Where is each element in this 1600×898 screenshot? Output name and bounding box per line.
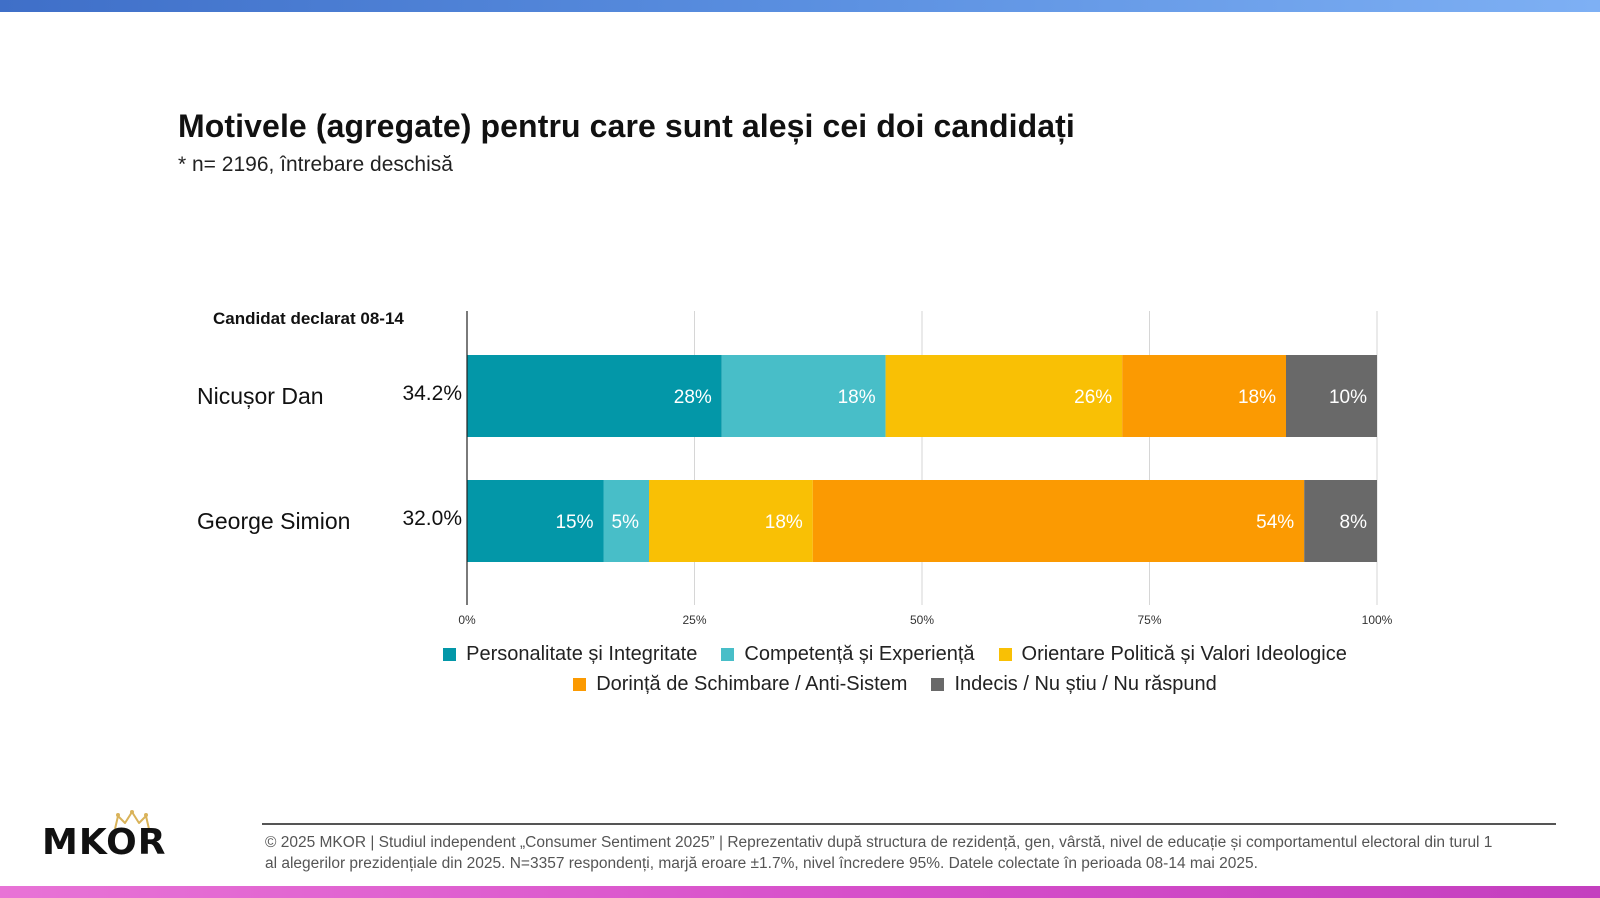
- legend-item: Indecis / Nu știu / Nu răspund: [931, 671, 1217, 697]
- x-tick-label: 75%: [1137, 613, 1161, 627]
- bar-segment: [1304, 480, 1377, 562]
- bottom-gradient-bar: [0, 886, 1600, 898]
- x-tick-label: 25%: [682, 613, 706, 627]
- legend-swatch: [443, 647, 457, 661]
- legend-swatch: [721, 647, 735, 661]
- bar-value-label: 18%: [838, 387, 876, 408]
- bar-value-label: 8%: [1340, 512, 1368, 533]
- bar-segment: [467, 480, 604, 562]
- labels: 0% 25% 50% 75% 100% 28% 18% 26% 18% 10% Nicușor Da…: [197, 309, 1393, 627]
- legend-item: Competență și Experiență: [721, 641, 975, 667]
- category-label: George Simion: [197, 508, 350, 534]
- legend-label: Competență și Experiență: [744, 642, 975, 665]
- category-label: Nicușor Dan: [197, 383, 324, 409]
- mkor-logo: MKOR: [42, 822, 167, 863]
- legend-label: Personalitate și Integritate: [466, 642, 698, 665]
- legend-item: Dorință de Schimbare / Anti-Sistem: [573, 671, 907, 697]
- row-header: Candidat declarat 08-14: [213, 309, 404, 328]
- x-tick-label: 100%: [1362, 613, 1393, 627]
- bars: [467, 355, 1377, 562]
- bar-segment: [885, 355, 1123, 437]
- bar-segment: [649, 480, 813, 562]
- bar-value-label: 18%: [765, 512, 803, 533]
- bar-segment: [603, 480, 649, 562]
- bar-value-label: 26%: [1074, 387, 1112, 408]
- legend-swatch: [931, 677, 945, 691]
- crown-icon: [114, 810, 150, 830]
- legend-swatch: [998, 647, 1012, 661]
- legend-swatch: [573, 677, 587, 691]
- legend-label: Dorință de Schimbare / Anti-Sistem: [596, 672, 908, 695]
- bar-value-label: 15%: [555, 512, 593, 533]
- legend-item: Personalitate și Integritate: [443, 641, 697, 667]
- bar-value-label: 18%: [1238, 387, 1276, 408]
- category-share-label: 34.2%: [402, 382, 462, 405]
- bar-value-label: 5%: [612, 512, 640, 533]
- x-tick-label: 50%: [910, 613, 934, 627]
- bar-segment: [1286, 355, 1377, 437]
- bar-segment: [467, 355, 722, 437]
- chart-title: Motivele (agregate) pentru care sunt ale…: [178, 108, 1075, 144]
- chart-subtitle: * n= 2196, întrebare deschisă: [178, 153, 453, 176]
- legend-item: Orientare Politică și Valori Ideologice: [998, 641, 1347, 667]
- x-tick-label: 0%: [458, 613, 476, 627]
- bar-segment: [812, 480, 1305, 562]
- bar-value-label: 28%: [674, 387, 712, 408]
- footer-divider: [262, 823, 1556, 825]
- bar-value-label: 10%: [1329, 387, 1367, 408]
- top-gradient-bar: [0, 0, 1600, 12]
- footer-text: © 2025 MKOR | Studiul independent „Consu…: [265, 834, 1493, 872]
- chart-legend: Personalitate și Integritate Competență ș…: [0, 641, 1370, 697]
- legend-label: Orientare Politică și Valori Ideologice: [1021, 642, 1347, 665]
- stacked-bar-chart: 0% 25% 50% 75% 100% 28% 18% 26% 18% 10% Nicușor Da…: [197, 309, 1393, 627]
- bar-segment: [1122, 355, 1286, 437]
- bar-value-label: 54%: [1256, 512, 1294, 533]
- legend-label: Indecis / Nu știu / Nu răspund: [954, 672, 1217, 695]
- bar-segment: [721, 355, 886, 437]
- category-share-label: 32.0%: [402, 507, 462, 530]
